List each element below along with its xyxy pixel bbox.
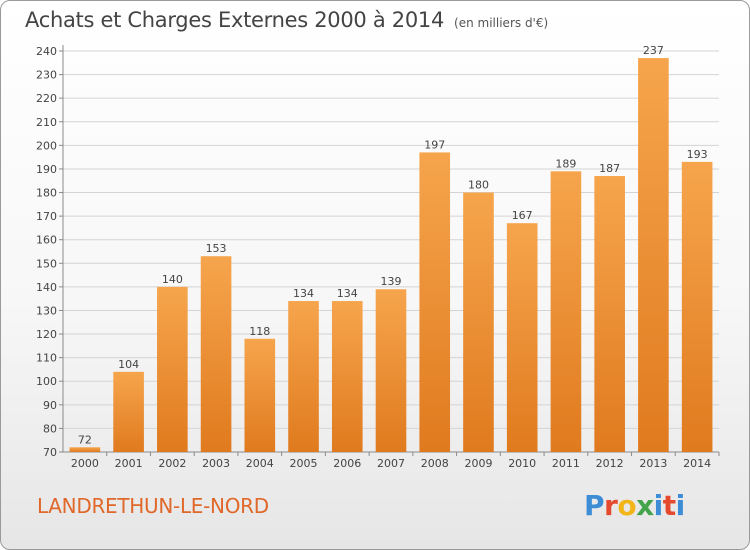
x-tick-label: 2014 [683,457,711,470]
bar [331,301,363,452]
y-tick-label: 230 [36,69,57,82]
bar-value-label: 180 [468,179,489,192]
y-tick-label: 120 [36,328,57,341]
bar [550,171,582,453]
bar-value-label: 118 [249,325,270,338]
bar-value-label: 167 [512,209,533,222]
x-tick-label: 2000 [71,457,99,470]
y-tick-label: 80 [43,422,57,435]
x-tick-label: 2009 [464,457,492,470]
y-tick-label: 190 [36,163,57,176]
bar [375,289,407,452]
y-tick-label: 160 [36,234,57,247]
bar-value-label: 193 [687,148,708,161]
bar-value-label: 134 [293,287,314,300]
chart-unit: (en milliers d'€) [454,16,549,30]
bar [288,301,319,452]
y-tick-label: 180 [36,187,57,200]
y-tick-label: 220 [36,92,57,105]
bar-value-label: 187 [599,162,620,175]
y-tick-label: 70 [43,446,57,459]
y-tick-label: 150 [36,257,57,270]
y-tick-label: 90 [43,399,57,412]
bar-value-label: 104 [118,358,139,371]
x-tick-label: 2013 [639,457,667,470]
x-tick-label: 2002 [158,457,186,470]
bar-value-label: 72 [78,433,92,446]
bar [419,152,451,452]
bar [244,338,276,452]
bar-value-label: 139 [381,275,402,288]
chart-title-text: Achats et Charges Externes 2000 à 2014 [25,8,445,32]
bar [157,286,188,452]
x-tick-label: 2008 [421,457,449,470]
x-tick-label: 2010 [508,457,536,470]
y-tick-label: 100 [36,375,57,388]
x-tick-label: 2004 [246,457,274,470]
bar-value-label: 140 [162,273,183,286]
x-tick-label: 2003 [202,457,230,470]
bar [506,223,538,452]
bar-value-label: 197 [424,138,445,151]
y-tick-label: 130 [36,304,57,317]
bar-value-label: 153 [206,242,227,255]
bar [200,256,232,452]
x-tick-label: 2005 [290,457,318,470]
y-tick-label: 140 [36,281,57,294]
y-tick-label: 200 [36,139,57,152]
proxiti-logo[interactable]: Proxiti [584,489,685,522]
bar [638,58,669,452]
x-tick-label: 2001 [115,457,143,470]
bar-value-label: 237 [643,44,664,57]
bar [113,371,144,452]
x-tick-label: 2007 [377,457,405,470]
bar-value-label: 134 [337,287,358,300]
x-tick-label: 2012 [596,457,624,470]
y-tick-label: 110 [36,352,57,365]
y-tick-label: 210 [36,116,57,129]
bar-value-label: 189 [555,157,576,170]
bar [463,192,494,452]
y-tick-label: 170 [36,210,57,223]
chart-title: Achats et Charges Externes 2000 à 2014 (e… [25,8,548,32]
bar [594,176,625,453]
x-tick-label: 2011 [552,457,580,470]
bar [681,161,713,453]
bar [69,447,101,452]
place-name: LANDRETHUN-LE-NORD [37,494,269,518]
y-tick-label: 240 [36,45,57,58]
x-tick-label: 2006 [333,457,361,470]
